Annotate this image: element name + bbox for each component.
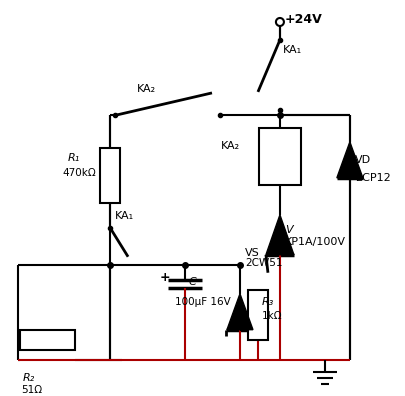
Text: R₂: R₂: [23, 373, 35, 383]
Bar: [259, 128, 301, 185]
Text: +: +: [160, 271, 171, 284]
Text: 1kΩ: 1kΩ: [262, 311, 283, 321]
Text: 2CP12: 2CP12: [355, 173, 390, 183]
Polygon shape: [337, 142, 363, 178]
Text: 51Ω: 51Ω: [21, 385, 42, 395]
Text: KA₂: KA₂: [137, 84, 156, 94]
Bar: [100, 148, 120, 203]
Text: KA₁: KA₁: [283, 45, 302, 55]
Text: KA₁: KA₁: [115, 211, 134, 221]
Text: KA₂: KA₂: [221, 141, 240, 151]
Text: +24V: +24V: [285, 13, 323, 27]
Text: VS: VS: [245, 248, 260, 258]
Text: R₃: R₃: [262, 297, 274, 307]
Polygon shape: [227, 294, 253, 330]
Text: C: C: [189, 277, 197, 287]
Bar: [248, 290, 268, 340]
Text: KP1A/100V: KP1A/100V: [285, 237, 346, 247]
Text: V: V: [285, 225, 292, 235]
Text: VD: VD: [355, 155, 371, 165]
Polygon shape: [266, 215, 294, 255]
Bar: [20, 330, 75, 350]
Text: 2CW51: 2CW51: [245, 258, 282, 268]
Text: 470kΩ: 470kΩ: [62, 168, 96, 178]
Text: R₁: R₁: [68, 153, 80, 163]
Text: 100μF 16V: 100μF 16V: [175, 297, 231, 307]
